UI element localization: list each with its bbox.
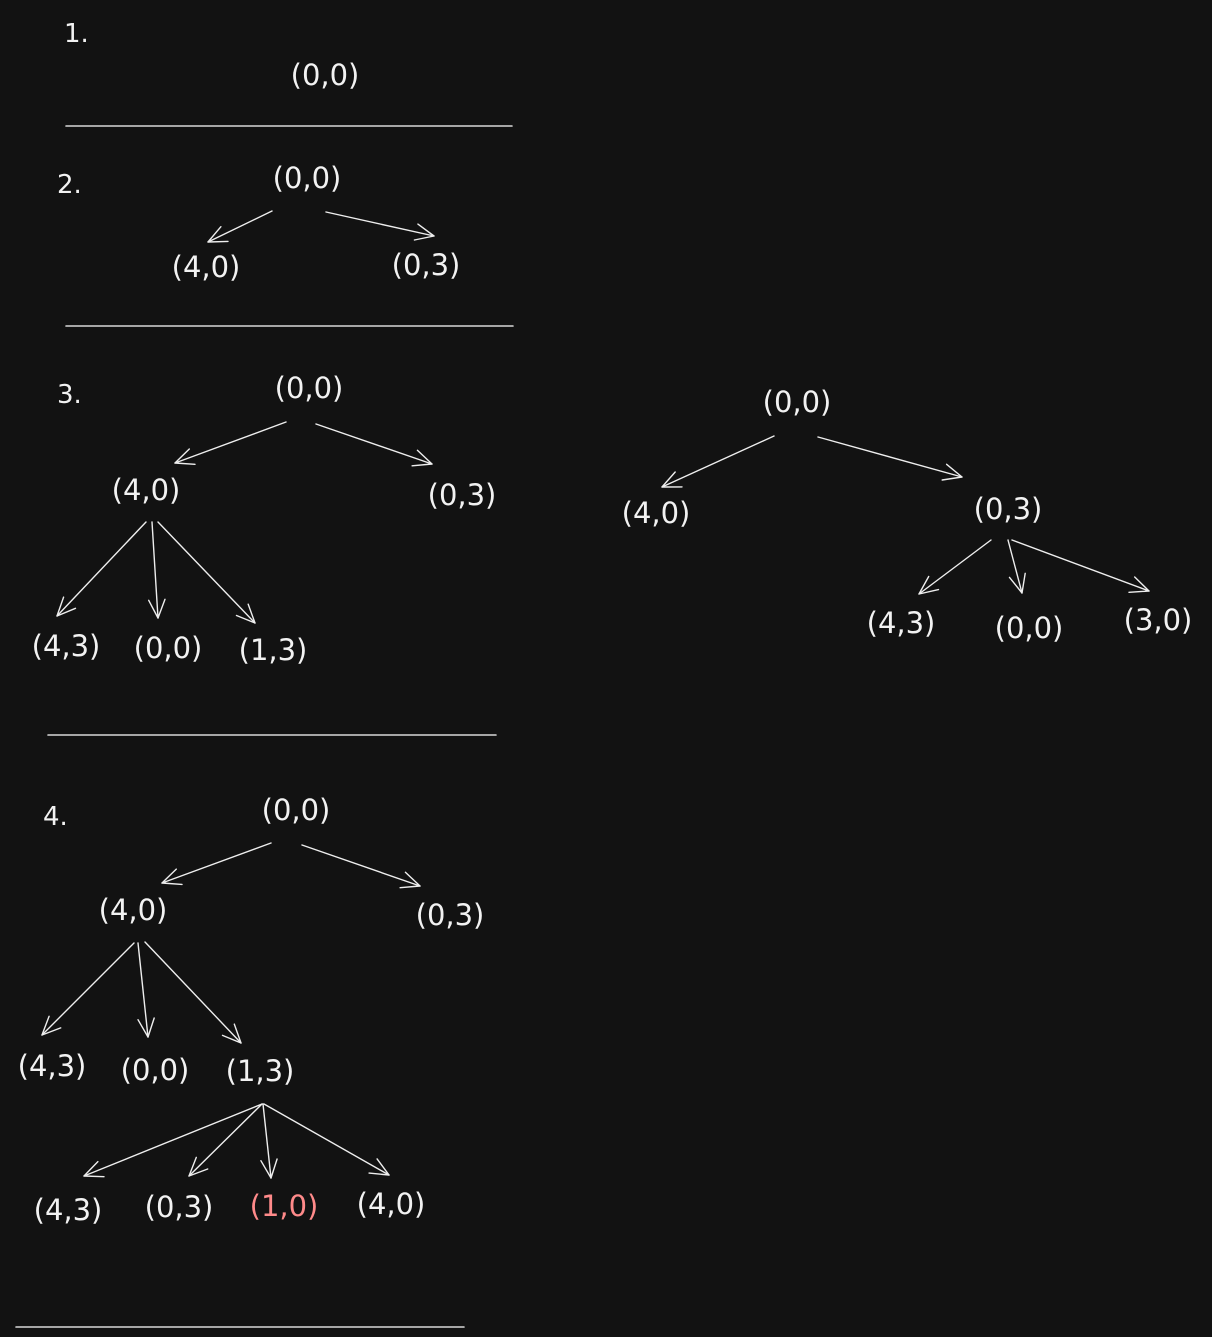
arrow-head-icon — [941, 463, 963, 481]
tree-edge — [1007, 539, 1023, 594]
arrow-head-icon — [918, 575, 940, 595]
tree-edge — [817, 436, 963, 478]
step-2-tree: 2. (0,0) (4,0) (0,3) — [57, 161, 460, 284]
arrow-head-icon — [41, 1015, 62, 1036]
arrow-head-icon — [1008, 572, 1026, 594]
tree-node: (0,0) — [262, 793, 331, 827]
highlighted-tree-node: (1,0) — [250, 1189, 319, 1223]
tree-node: (0,3) — [428, 478, 497, 512]
tree-edge — [315, 423, 433, 465]
tree-edge — [137, 942, 149, 1038]
tree-node: (0,3) — [145, 1190, 214, 1224]
tree-edge — [83, 1103, 263, 1177]
tree-edge — [301, 844, 421, 887]
arrow-head-icon — [399, 871, 421, 889]
tree-edge — [188, 1103, 263, 1177]
step-number: 2. — [57, 170, 82, 200]
arrow-head-icon — [137, 1017, 155, 1038]
tree-node: (4,0) — [622, 496, 691, 530]
tree-node: (0,0) — [291, 58, 360, 92]
tree-node: (0,0) — [273, 161, 342, 195]
arrow-head-icon — [1128, 576, 1150, 593]
arrow-head-icon — [661, 471, 683, 488]
tree-node: (4,0) — [357, 1187, 426, 1221]
tree-node: (4,0) — [172, 250, 241, 284]
arrow-head-icon — [411, 449, 433, 467]
arrow-head-icon — [235, 603, 256, 624]
arrow-head-icon — [83, 1160, 105, 1178]
tree-edge — [151, 521, 159, 619]
tree-edge — [207, 210, 273, 243]
tree-node: (0,3) — [974, 492, 1043, 526]
tree-edge — [174, 421, 287, 464]
tree-node: (4,3) — [34, 1193, 103, 1227]
tree-edge — [161, 842, 272, 884]
step-3-tree: 3. (0,0) (4,0) (0,3) (4,3) (0,0) (1,3) — [32, 371, 497, 667]
step-number: 1. — [64, 19, 89, 49]
step-1-tree: 1. (0,0) — [64, 19, 359, 92]
tree-edge — [325, 211, 435, 237]
arrow-head-icon — [188, 1156, 209, 1177]
arrow-head-icon — [260, 1158, 278, 1179]
arrow-head-icon — [161, 868, 183, 886]
tree-node: (4,0) — [99, 893, 168, 927]
tree-node: (1,3) — [226, 1054, 295, 1088]
step-number: 4. — [43, 802, 68, 832]
tree-node: (4,0) — [112, 473, 181, 507]
tree-edge — [1011, 539, 1150, 592]
tree-edge — [56, 521, 147, 617]
arrow-head-icon — [56, 596, 77, 617]
tree-edges — [41, 210, 1150, 1179]
step-4-tree: 4. (0,0) (4,0) (0,3) (4,3) (0,0) (1,3) (… — [18, 793, 485, 1227]
arrow-head-icon — [174, 448, 196, 465]
tree-edge — [262, 1103, 272, 1179]
tree-node: (1,3) — [239, 633, 308, 667]
tree-node: (0,3) — [392, 248, 461, 282]
arrow-head-icon — [413, 223, 435, 241]
tree-node: (0,0) — [995, 611, 1064, 645]
tree-node: (0,0) — [763, 385, 832, 419]
tree-edge — [918, 539, 992, 595]
tree-edge — [157, 521, 256, 624]
tree-edge — [661, 435, 775, 488]
tree-node: (0,3) — [416, 898, 485, 932]
tree-node: (4,3) — [32, 629, 101, 663]
tree-edge — [41, 942, 135, 1036]
tree-node: (4,3) — [867, 606, 936, 640]
tree-edge — [144, 941, 242, 1044]
tree-node: (3,0) — [1124, 603, 1193, 637]
tree-node: (0,0) — [134, 631, 203, 665]
arrow-head-icon — [207, 225, 229, 243]
tree-edge — [263, 1103, 390, 1176]
side-tree: (0,0) (4,0) (0,3) (4,3) (0,0) (3,0) — [622, 385, 1193, 645]
arrow-head-icon — [368, 1158, 390, 1176]
tree-node: (0,0) — [275, 371, 344, 405]
tree-node: (4,3) — [18, 1049, 87, 1083]
step-number: 3. — [57, 380, 82, 410]
arrow-head-icon — [147, 598, 166, 619]
tree-node: (0,0) — [121, 1053, 190, 1087]
arrow-head-icon — [221, 1023, 242, 1044]
